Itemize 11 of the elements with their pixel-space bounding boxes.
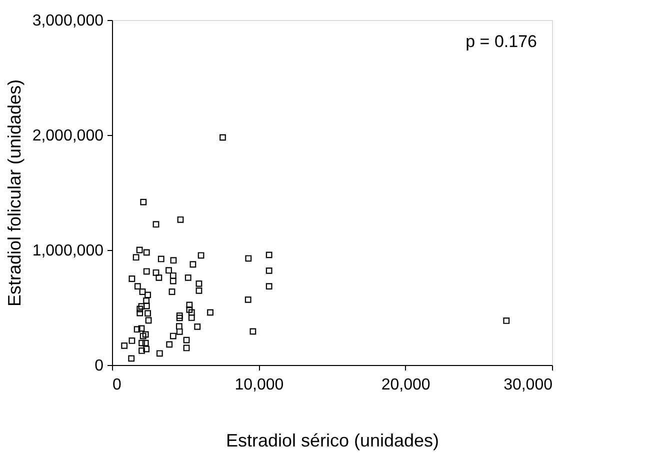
y-tick-label: 3,000,000 — [32, 12, 104, 30]
x-tick-label: 0 — [112, 376, 122, 394]
y-tick-label: 0 — [94, 358, 104, 374]
y-tick-label: 2,000,000 — [32, 128, 104, 144]
y-axis-title: Estradiol folicular (unidades) — [4, 79, 24, 307]
x-axis-title: Estradiol sérico (unidades) — [226, 430, 440, 450]
y-tick-label: 1,000,000 — [32, 242, 104, 260]
x-tick-label: 30,000 — [504, 376, 553, 394]
x-tick-label: 10,000 — [234, 376, 284, 394]
x-tick-label: 20,000 — [381, 376, 430, 394]
annotation: p = 0.176 — [466, 32, 537, 51]
